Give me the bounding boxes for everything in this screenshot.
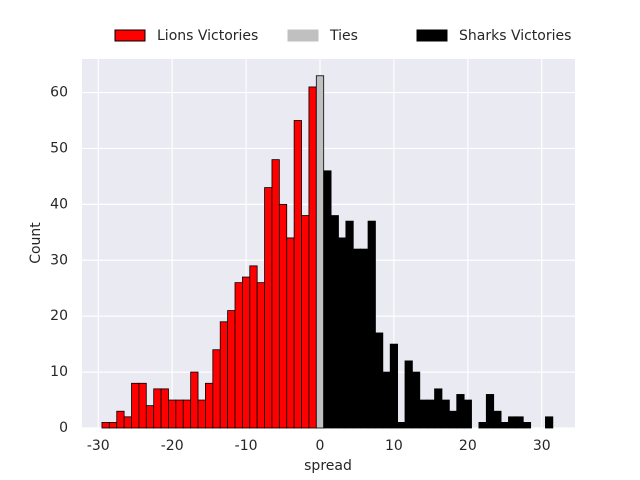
x-tick-label: 10	[385, 438, 403, 454]
y-tick-label: 10	[50, 364, 68, 380]
bar	[249, 265, 258, 429]
x-tick-label: -10	[235, 438, 258, 454]
bar	[404, 360, 413, 429]
legend-label: Lions Victories	[157, 28, 258, 44]
bar	[197, 399, 206, 429]
y-tick-label: 0	[59, 420, 68, 436]
x-axis-label: spread	[304, 458, 352, 474]
bar	[256, 282, 265, 429]
bar	[278, 203, 288, 429]
legend-label: Sharks Victories	[459, 28, 571, 44]
bar	[108, 422, 118, 429]
bar	[397, 422, 406, 429]
bar	[508, 416, 517, 429]
bar	[219, 321, 229, 429]
bar	[301, 215, 310, 429]
bar	[168, 399, 177, 429]
bar	[308, 86, 317, 429]
bar	[493, 410, 502, 429]
bar	[145, 405, 155, 429]
bar	[182, 399, 192, 429]
bar	[131, 382, 140, 429]
y-tick-label: 60	[50, 85, 68, 101]
bar	[338, 237, 347, 429]
bar	[500, 422, 509, 429]
bar	[323, 170, 332, 429]
y-tick-label: 30	[50, 252, 68, 268]
legend-swatch	[114, 29, 146, 42]
bar	[463, 399, 472, 429]
bar	[123, 416, 132, 429]
bar	[456, 394, 465, 429]
bar	[234, 282, 243, 429]
bar	[241, 276, 251, 429]
y-tick-label: 50	[50, 140, 68, 156]
bar	[485, 394, 495, 429]
x-tick-label: -30	[87, 438, 110, 454]
bar	[411, 371, 421, 429]
bar	[153, 388, 162, 429]
bar	[515, 416, 524, 429]
bar	[293, 120, 302, 429]
y-tick-label: 40	[50, 196, 68, 212]
bar	[375, 332, 384, 429]
bar	[360, 248, 369, 429]
bar	[286, 237, 295, 429]
bar	[116, 410, 125, 429]
bar	[175, 399, 184, 429]
bar	[227, 310, 236, 429]
x-tick-label: 30	[533, 438, 551, 454]
bar	[382, 371, 391, 429]
bar	[315, 75, 325, 429]
bar	[367, 220, 376, 429]
bar	[434, 388, 443, 429]
bar	[426, 399, 435, 429]
legend-label: Ties	[329, 28, 358, 44]
bar	[389, 343, 399, 429]
bar	[545, 416, 554, 429]
bar	[101, 422, 110, 429]
bar	[345, 220, 354, 429]
bar	[441, 399, 450, 429]
bar	[352, 248, 362, 429]
bar	[190, 371, 199, 429]
x-tick-label: 20	[459, 438, 477, 454]
bar	[478, 422, 487, 429]
bar	[271, 159, 280, 429]
legend-swatch	[287, 29, 319, 42]
bar	[522, 422, 532, 429]
bar	[330, 215, 339, 429]
x-tick-label: 0	[316, 438, 325, 454]
bar	[264, 187, 273, 429]
bar	[212, 349, 221, 429]
bar	[138, 382, 147, 429]
y-axis-label: Count	[28, 222, 44, 264]
y-tick-label: 20	[50, 308, 68, 324]
bar	[160, 388, 169, 429]
legend-swatch	[416, 29, 448, 42]
bar	[419, 399, 428, 429]
bar	[448, 410, 458, 429]
x-tick-label: -20	[161, 438, 184, 454]
bar	[205, 382, 214, 429]
